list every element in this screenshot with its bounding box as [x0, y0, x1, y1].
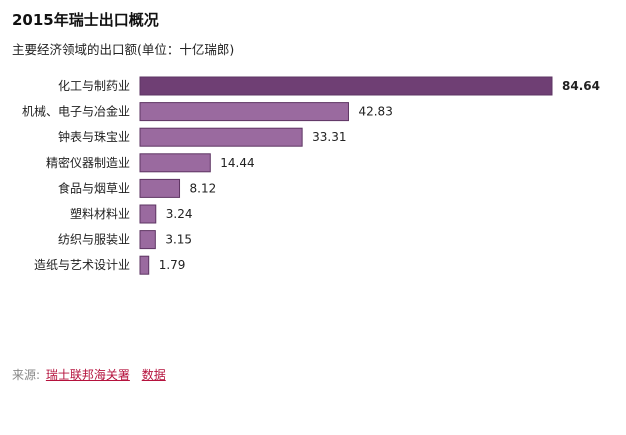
source-label: 来源: [12, 368, 41, 382]
value-label: 3.24 [166, 207, 193, 221]
category-label: 造纸与艺术设计业 [34, 258, 130, 272]
category-label: 纺织与服装业 [58, 233, 130, 247]
bar [139, 255, 150, 275]
category-label: 化工与制药业 [58, 79, 130, 93]
bar [139, 230, 156, 250]
category-label: 钟表与珠宝业 [58, 129, 130, 144]
bar [139, 153, 211, 173]
value-label: 42.83 [358, 105, 392, 119]
value-label: 3.15 [165, 233, 192, 247]
category-label: 精密仪器制造业 [46, 155, 130, 170]
value-label: 84.64 [562, 79, 600, 93]
source-link-data[interactable]: 数据 [141, 368, 166, 382]
bar [139, 102, 349, 122]
value-label: 33.31 [312, 130, 346, 144]
bar [139, 127, 303, 147]
category-label: 机械、电子与冶金业 [22, 104, 130, 119]
chart-title: 2015年瑞士出口概况 [12, 11, 159, 29]
bar [139, 204, 157, 224]
bar-chart: 化工与制药业 84.64 机械、电子与冶金业 42.83 钟表与珠宝业 33.31 精密仪器… [22, 76, 600, 275]
category-label: 食品与烟草业 [58, 180, 130, 195]
source-line: 来源: 瑞士联邦海关署 数据 [12, 366, 166, 383]
bar [139, 178, 181, 198]
value-label: 14.44 [220, 156, 254, 170]
value-label: 8.12 [190, 181, 217, 195]
bar [139, 76, 553, 96]
value-label: 1.79 [159, 258, 186, 272]
category-label: 塑料材料业 [70, 206, 130, 221]
chart-subtitle: 主要经济领域的出口额(单位：十亿瑞郎) [12, 42, 235, 57]
source-link-customs[interactable]: 瑞士联邦海关署 [45, 368, 130, 382]
